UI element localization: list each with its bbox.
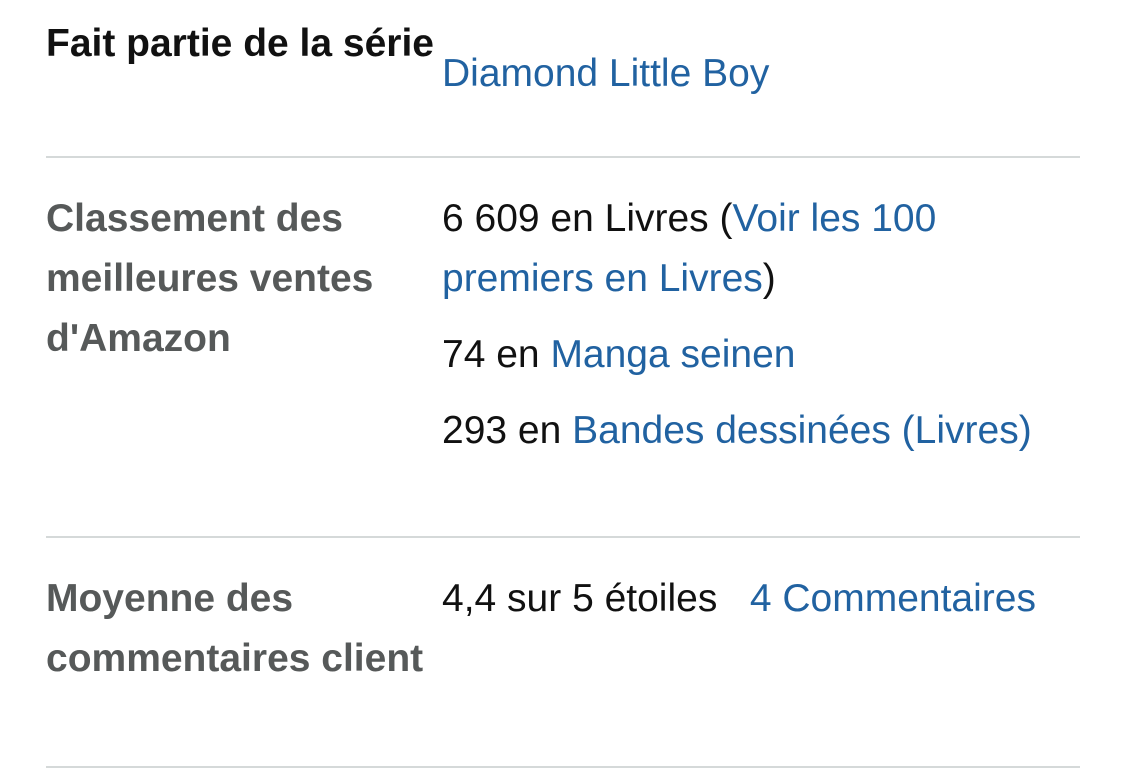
rank-entry-books: 6 609 en Livres (Voir les 100 premiers e… <box>442 189 1080 309</box>
rank-entry-bandes-dessinees: 293 en Bandes dessinées (Livres) <box>442 401 1080 461</box>
series-label: Fait partie de la série <box>46 22 435 65</box>
rank-entry-text: 6 609 en Livres ( <box>442 197 733 240</box>
bestsellers-rank-values: 6 609 en Livres (Voir les 100 premiers e… <box>442 158 1080 536</box>
rank-entry-manga-seinen: 74 en Manga seinen <box>442 325 1080 385</box>
bandes-dessinees-link[interactable]: Bandes dessinées (Livres) <box>572 409 1032 452</box>
series-row: Fait partie de la série Diamond Little B… <box>46 0 1080 158</box>
rank-entry-suffix: ) <box>762 257 776 300</box>
bestsellers-rank-row: Classement des meilleures ventes d'Amazo… <box>46 158 1080 538</box>
customer-reviews-label: Moyenne des commentaires client <box>46 577 424 680</box>
rank-entry-text: 293 en <box>442 409 573 452</box>
rank-entry-text: 74 en <box>442 333 551 376</box>
series-value: Diamond Little Boy <box>442 0 1080 156</box>
rating-text: 4,4 sur 5 étoiles <box>442 577 718 620</box>
manga-seinen-link[interactable]: Manga seinen <box>550 333 796 376</box>
bestsellers-rank-label: Classement des meilleures ventes d'Amazo… <box>46 197 374 360</box>
top-100-books-link[interactable]: Voir les 100 premiers en Livres <box>442 197 937 300</box>
customer-reviews-row: Moyenne des commentaires client 4,4 sur … <box>46 538 1080 768</box>
review-count-link[interactable]: 4 Commentaires <box>749 577 1036 620</box>
series-link[interactable]: Diamond Little Boy <box>442 52 770 95</box>
customer-reviews-value: 4,4 sur 5 étoiles 4 Commentaires <box>442 538 1080 766</box>
product-details-table: Fait partie de la série Diamond Little B… <box>46 0 1080 768</box>
